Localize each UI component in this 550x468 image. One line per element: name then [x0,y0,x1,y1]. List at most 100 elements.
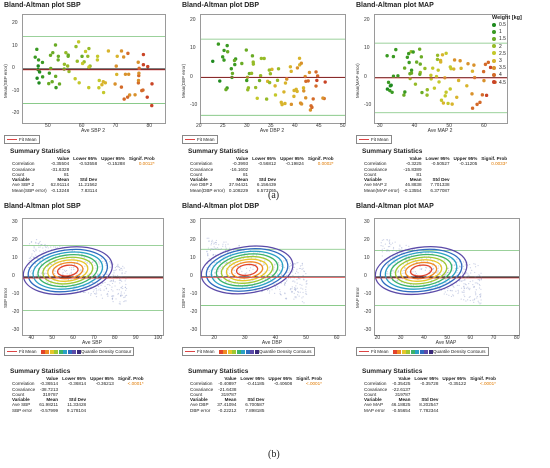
x-tick-label: 25 [220,123,226,129]
density-point [28,243,31,245]
x-axis-label: Ave MAP 2 [427,128,453,134]
density-point [67,278,70,281]
density-point [462,261,465,263]
density-point [123,296,125,299]
stats-cell: -0.53558 [78,161,98,167]
density-point [124,280,126,282]
data-point [35,47,39,52]
density-point [54,270,56,272]
data-point [389,83,393,87]
stats-cell: 0.108229 [228,187,249,193]
density-point [54,261,56,263]
quantile-swatch [76,349,81,354]
density-contour [379,248,463,293]
density-point [404,267,406,269]
density-point [219,261,221,263]
density-point [112,296,114,298]
data-point [276,67,281,71]
density-point [114,267,116,269]
density-point [395,250,397,252]
stats-cell: -0.57999 [39,407,59,413]
quantile-swatch [49,349,54,354]
stats-title: Summary Statistics [188,368,249,375]
density-point [284,282,286,284]
data-point [141,63,146,67]
density-point [284,293,286,295]
stats-header: Upper 95% [101,156,125,161]
density-point [423,283,425,285]
density-point [90,293,92,295]
density-point [208,240,210,242]
density-point [381,251,383,253]
density-point [291,271,294,273]
density-point [121,273,123,275]
x-tick-label: 80 [514,335,520,341]
density-point [444,259,446,261]
stats-cell: -0.13554 [403,187,422,193]
density-point [406,261,408,263]
density-contour [399,259,443,282]
weight-legend-label: 1 [499,29,502,36]
weight-legend-item: 2 [492,44,522,51]
density-point [30,241,33,243]
density-point [416,250,419,253]
stats-cell: -0.36213 [95,381,114,387]
summary-statistics: Summary Statistics Value Lower 95% Upper 95… [362,368,498,413]
density-point [386,249,389,251]
data-point [251,60,255,64]
density-point [59,268,61,271]
density-point [213,243,215,245]
data-point [53,43,58,47]
density-point [88,263,91,265]
stats-row: Covariance -22.6137 [362,387,498,392]
density-point [443,275,445,277]
stats-var-header: Variable Mean Std Dev [362,397,498,402]
density-point [430,257,432,260]
density-point [244,273,247,275]
density-point [80,289,82,291]
density-point [469,267,472,269]
stats-cell: -0.22212 [218,407,237,413]
density-point [478,278,480,280]
stats-cell: 0.0002* [317,161,334,167]
density-point [68,273,71,275]
summary-statistics: Summary Statistics Value Lower 95% Upper 95… [188,368,324,413]
density-point [293,263,296,265]
density-point [241,255,243,257]
data-point [417,47,422,51]
density-point [80,269,82,271]
density-point [217,248,219,250]
data-point [270,67,274,72]
density-point [120,291,122,293]
density-point [250,257,252,259]
density-point [30,241,33,243]
stats-table: Value Lower 95% Upper 95% Signif. Prob Corre… [10,156,157,193]
data-point [483,62,488,67]
data-point [273,93,278,97]
stats-header: Signif. Prob [470,376,496,381]
data-point [303,74,307,79]
x-tick-label: 80 [112,335,118,341]
stats-cell: 7.701338 [430,182,450,188]
data-point [232,58,237,63]
data-point [222,58,226,62]
stats-row: Count 319787 [362,392,498,397]
density-point [222,265,224,267]
density-point [70,272,72,274]
density-point [269,290,271,292]
density-point [96,282,99,285]
data-point [49,66,53,71]
data-point [83,49,88,54]
density-point [472,280,474,282]
density-point [425,266,427,268]
density-point [292,269,294,271]
data-point [122,97,126,101]
density-point [466,272,468,274]
data-point [446,101,450,106]
density-point [420,268,423,271]
x-tick-label: 90 [132,335,139,341]
fit-mean-swatch [185,139,195,141]
y-tick-label: 0 [12,65,15,71]
y-tick-label: 20 [364,236,370,243]
density-point [447,287,449,290]
